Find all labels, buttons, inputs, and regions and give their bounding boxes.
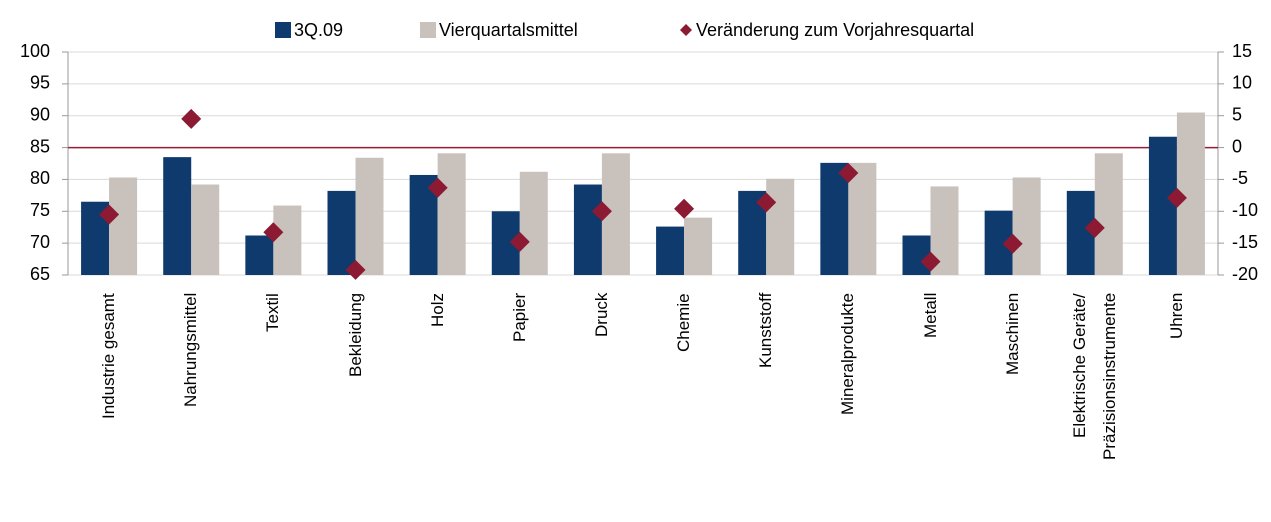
bar: [355, 157, 384, 275]
y2-tick-label: 0: [1232, 136, 1242, 156]
bar: [245, 235, 274, 275]
y-tick-label: 75: [30, 200, 50, 220]
diamond-marker: [181, 108, 202, 129]
y2-tick-label: 5: [1232, 104, 1242, 124]
diamond-marker: [1002, 233, 1023, 254]
x-tick-label: Nahrungsmittel: [181, 293, 201, 408]
x-tick-label: Metall: [920, 293, 940, 339]
diamond-marker: [263, 222, 284, 243]
x-tick-label: Holz: [427, 293, 447, 328]
y2-tick-label: -15: [1232, 232, 1258, 252]
bar: [273, 205, 302, 275]
diamond-marker: [591, 201, 612, 222]
legend-swatch: [680, 24, 692, 36]
bar: [327, 190, 356, 275]
legend-label: Veränderung zum Vorjahresquartal: [696, 20, 974, 40]
y2-tick-label: 15: [1232, 41, 1252, 61]
bar: [1094, 153, 1123, 275]
bar: [902, 235, 931, 275]
diamond-marker: [345, 259, 366, 280]
bar: [109, 177, 138, 275]
legend-label: 3Q.09: [294, 20, 343, 40]
diamond-marker: [99, 204, 120, 225]
y-tick-label: 80: [30, 168, 50, 188]
x-tick-label: Textil: [263, 293, 283, 332]
diamond-marker: [509, 231, 530, 252]
y2-tick-label: -20: [1232, 264, 1258, 284]
diamond-marker: [427, 177, 448, 198]
diamond-marker: [756, 192, 777, 213]
legend-label: Vierquartalsmittel: [439, 20, 578, 40]
bar: [656, 226, 685, 275]
y-tick-label: 70: [30, 232, 50, 252]
diamond-marker: [674, 198, 695, 219]
bar: [519, 171, 548, 275]
y2-tick-label: -10: [1232, 200, 1258, 220]
bar: [1012, 177, 1041, 275]
x-tick-label: Elektrische Geräte/ Präzisionsinstrument…: [1069, 293, 1119, 461]
bar: [191, 184, 220, 275]
bar: [573, 184, 602, 275]
bar: [163, 157, 192, 275]
diamond-marker: [1166, 187, 1187, 208]
x-tick-label: Papier: [509, 293, 529, 343]
y-tick-label: 90: [30, 104, 50, 124]
y2-tick-label: -5: [1232, 168, 1248, 188]
x-tick-label: Kunststoff: [756, 293, 776, 369]
bar: [684, 217, 713, 275]
diamond-marker: [1084, 217, 1105, 238]
y2-tick-label: 10: [1232, 73, 1252, 93]
y-tick-label: 65: [30, 264, 50, 284]
diamond-marker: [838, 163, 859, 184]
legend-swatch: [275, 22, 291, 38]
x-tick-label: Industrie gesamt: [99, 293, 119, 419]
x-tick-label: Druck: [591, 293, 611, 338]
y-tick-label: 100: [20, 41, 50, 61]
x-tick-label: Uhren: [1166, 293, 1186, 340]
y-tick-label: 95: [30, 73, 50, 93]
x-tick-label: Chemie: [674, 293, 694, 352]
diamond-marker: [920, 251, 941, 272]
bar: [1148, 136, 1177, 275]
legend-swatch: [420, 22, 436, 38]
bar: [848, 162, 877, 275]
y-tick-label: 85: [30, 136, 50, 156]
bar: [437, 153, 466, 275]
x-tick-label: Maschinen: [1002, 293, 1022, 376]
bar: [766, 178, 795, 275]
x-tick-label: Bekleidung: [345, 293, 365, 378]
x-tick-label: Mineralprodukte: [838, 293, 858, 415]
bar: [820, 162, 849, 275]
